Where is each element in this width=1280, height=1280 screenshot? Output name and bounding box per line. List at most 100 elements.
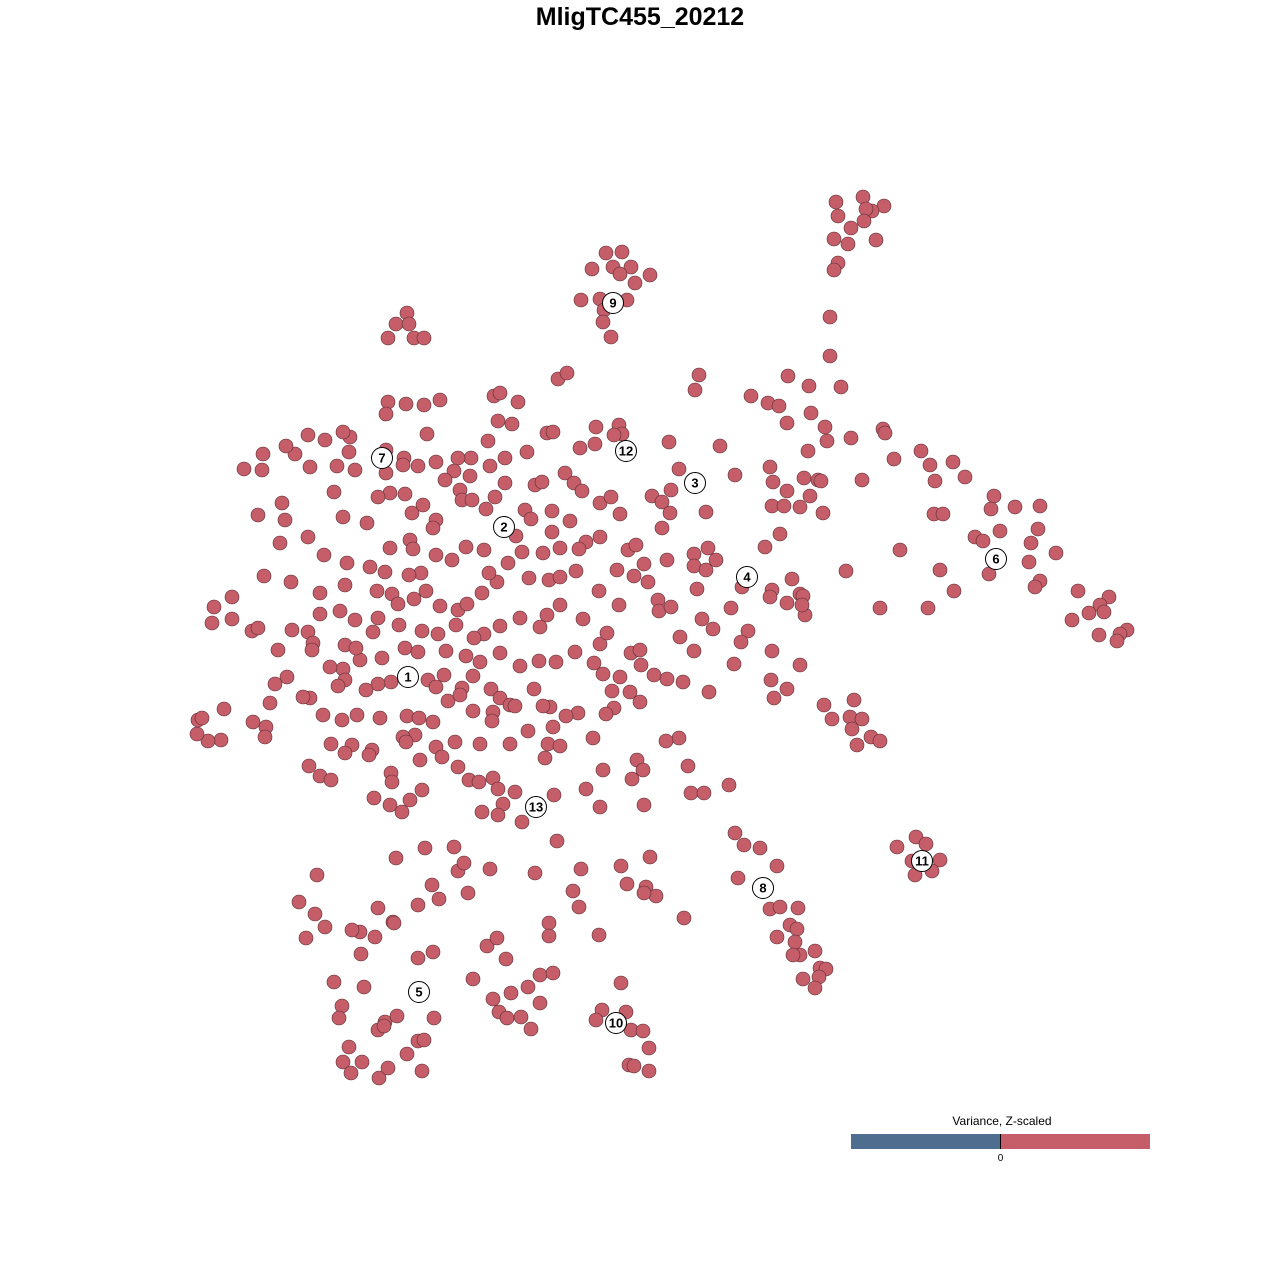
data-point [334,712,350,728]
data-point [659,552,675,568]
cluster-label-text: 6 [992,552,999,567]
data-point [361,747,377,763]
data-point [331,1010,347,1026]
data-point [635,1023,651,1039]
data-point [485,991,501,1007]
data-point [908,829,924,845]
data-point [490,781,506,797]
data-point [663,482,679,498]
data-point [405,541,421,557]
data-point [359,515,375,531]
data-point [700,540,716,556]
data-point [341,1039,357,1055]
data-point [819,433,835,449]
data-point [432,392,448,408]
data-point [592,529,608,545]
data-point [927,473,943,489]
data-point [278,438,294,454]
data-point [854,472,870,488]
data-point [632,642,648,658]
data-point [383,674,399,690]
data-point [932,562,948,578]
data-point [628,537,644,553]
cluster-label-4: 4 [736,566,758,588]
data-point [846,692,862,708]
data-point [1096,604,1112,620]
data-point [824,711,840,727]
data-point [300,427,316,443]
cluster-label-text: 9 [609,296,616,311]
data-point [450,759,466,775]
data-point [382,540,398,556]
cluster-label-7: 7 [371,447,393,469]
cluster-label-text: 12 [619,444,633,459]
data-point [399,708,415,724]
data-point [414,623,430,639]
data-point [636,556,652,572]
data-point [636,885,652,901]
cluster-label-badge [493,516,515,538]
data-point [378,406,394,422]
data-point [371,1070,387,1086]
data-point [544,524,560,540]
cluster-label-badge [985,548,1007,570]
data-point [431,891,447,907]
data-point [315,707,331,723]
data-point [317,919,333,935]
data-point [575,611,591,627]
data-point [1027,579,1043,595]
cluster-label-badge [615,440,637,462]
data-point [414,782,430,798]
data-point [323,772,339,788]
data-point [726,656,742,672]
data-point [641,1040,657,1056]
data-point [712,438,728,454]
data-point [796,470,812,486]
data-point [854,711,870,727]
data-point [757,539,773,555]
data-point [472,736,488,752]
data-point [623,259,639,275]
data-point [658,733,674,749]
data-point [780,368,796,384]
data-point [765,474,781,490]
data-point [256,568,272,584]
data-point [787,934,803,950]
data-point [766,690,782,706]
data-point [279,669,295,685]
data-point [792,499,808,515]
data-point [604,683,620,699]
data-point [840,236,856,252]
data-point [521,570,537,586]
data-point [369,583,385,599]
data-point [386,915,402,931]
data-point [776,498,792,514]
data-point [571,899,587,915]
data-point [849,737,865,753]
data-point [419,426,435,442]
data-point [545,424,561,440]
data-point [662,505,678,521]
data-point [913,443,929,459]
data-point [366,790,382,806]
data-point [500,555,516,571]
data-point [892,542,908,558]
data-point [492,645,508,661]
data-point [946,583,962,599]
cluster-label-text: 5 [415,985,422,1000]
data-point [762,459,778,475]
data-point [598,706,614,722]
data-point [531,653,547,669]
data-point [367,929,383,945]
data-point [701,684,717,700]
data-point [380,1060,396,1076]
cluster-label-text: 10 [609,1016,623,1031]
data-point [683,785,699,801]
data-point [262,695,278,711]
data-point [216,701,232,717]
data-point [257,729,273,745]
data-point [762,589,778,605]
data-point [591,927,607,943]
data-point [764,643,780,659]
